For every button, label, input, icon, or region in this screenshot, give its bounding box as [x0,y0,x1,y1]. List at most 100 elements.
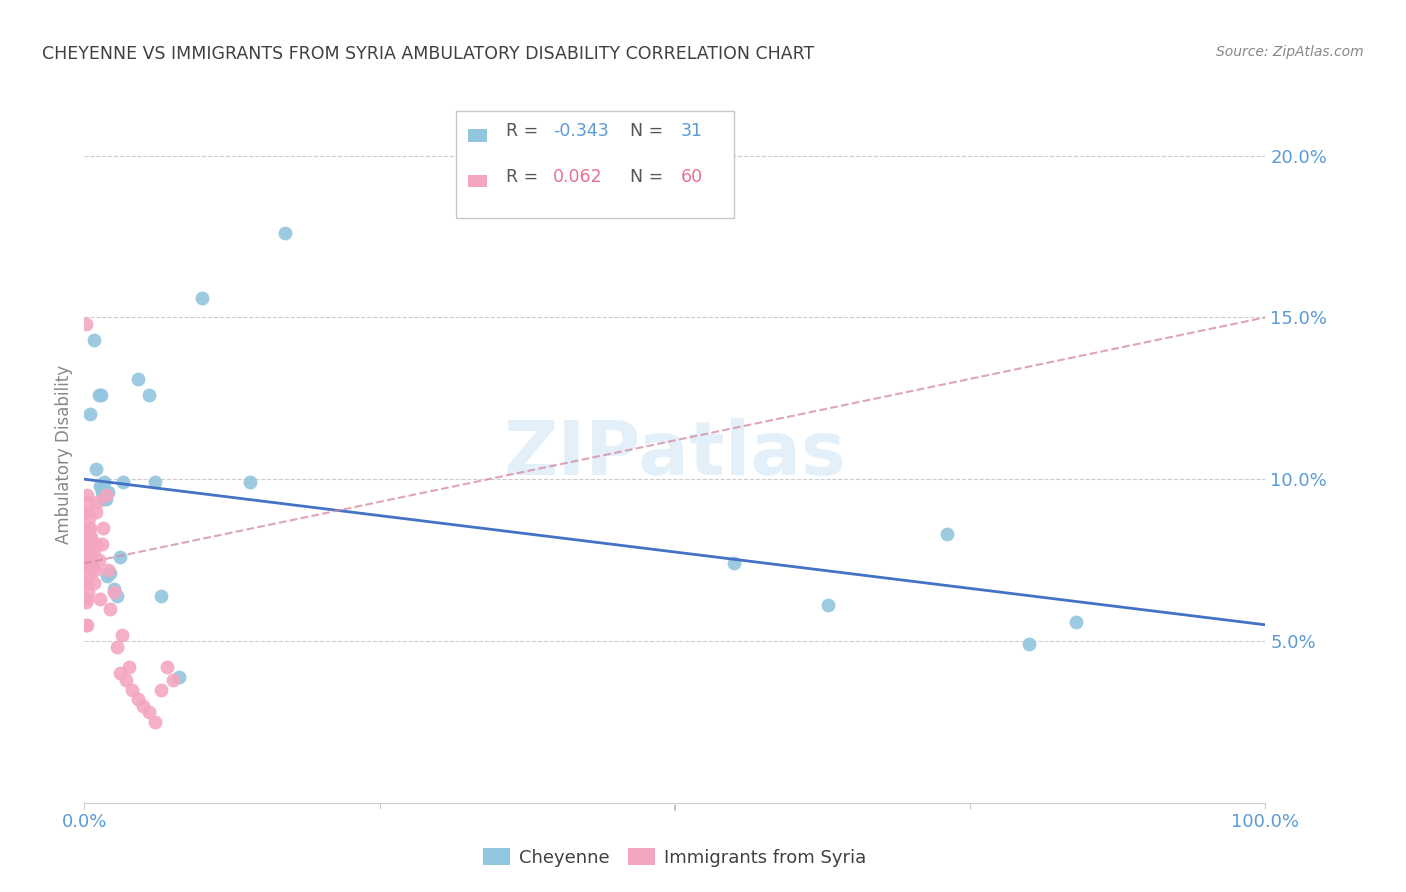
Point [107,640,129,655]
Point [77,511,100,525]
Point [98,601,121,615]
Point [75,575,97,590]
Text: 0.062: 0.062 [553,168,603,186]
Point [91,537,114,551]
Point [138,705,160,719]
Point [191,291,214,305]
Point [75,317,97,331]
Point [80,553,103,567]
FancyBboxPatch shape [468,175,488,187]
Text: ZIPatlas: ZIPatlas [503,418,846,491]
Point [77,569,100,583]
Text: 60: 60 [681,168,703,186]
Point [79,543,101,558]
Point [87,553,110,567]
Point [91,491,114,506]
Point [76,488,98,502]
Point [84,563,107,577]
Point [112,475,135,490]
FancyBboxPatch shape [468,129,488,142]
Point [83,575,105,590]
Point [83,543,105,558]
Y-axis label: Ambulatory Disability: Ambulatory Disability [55,366,73,544]
Point [156,660,179,674]
Text: CHEYENNE VS IMMIGRANTS FROM SYRIA AMBULATORY DISABILITY CORRELATION CHART: CHEYENNE VS IMMIGRANTS FROM SYRIA AMBULA… [42,45,814,62]
Point [83,333,105,347]
Text: R =: R = [506,168,544,186]
Point [76,591,98,606]
Point [274,226,297,240]
Point [84,537,107,551]
Point [89,591,111,606]
Point [97,563,120,577]
Point [75,559,97,574]
Point [96,569,118,583]
Point [84,504,107,518]
Point [77,553,100,567]
Point [77,537,100,551]
Point [76,575,98,590]
Point [162,673,184,687]
Point [75,617,97,632]
Point [108,549,131,564]
Point [107,589,129,603]
Point [75,543,97,558]
Point [89,478,111,492]
Point [132,698,155,713]
Point [94,488,117,502]
Point [82,537,104,551]
Point [103,585,125,599]
Point [84,537,107,551]
Point [80,531,103,545]
Point [77,504,100,518]
Point [118,660,141,674]
Point [1018,637,1040,651]
Legend: Cheyenne, Immigrants from Syria: Cheyenne, Immigrants from Syria [477,840,873,874]
Point [239,475,262,490]
Point [94,491,117,506]
Point [76,537,98,551]
Point [817,599,839,613]
Text: R =: R = [506,122,544,140]
Text: -0.343: -0.343 [553,122,609,140]
Point [79,408,101,422]
Point [1066,615,1088,629]
Point [108,666,131,681]
Point [75,595,97,609]
Point [111,627,134,641]
Point [76,617,98,632]
Point [77,527,100,541]
Text: N =: N = [630,122,669,140]
Point [77,543,100,558]
Point [77,495,100,509]
Point [76,553,98,567]
Point [143,714,166,729]
Point [77,585,100,599]
Point [79,559,101,574]
Point [76,559,98,574]
Text: Source: ZipAtlas.com: Source: ZipAtlas.com [1216,45,1364,59]
Point [86,495,108,509]
Point [91,485,114,500]
Point [723,557,745,571]
Text: 31: 31 [681,122,703,140]
Point [93,475,115,490]
Point [79,521,101,535]
Point [76,521,98,535]
Text: N =: N = [630,168,669,186]
Point [98,566,121,580]
Point [76,504,98,518]
Point [143,475,166,490]
Point [138,388,160,402]
Point [91,521,114,535]
Point [91,482,114,496]
Point [150,589,173,603]
Point [127,692,149,706]
Point [90,388,112,402]
Point [127,372,149,386]
Point [103,582,125,597]
Point [114,673,136,687]
FancyBboxPatch shape [457,111,734,219]
Point [121,682,143,697]
Point [167,670,190,684]
